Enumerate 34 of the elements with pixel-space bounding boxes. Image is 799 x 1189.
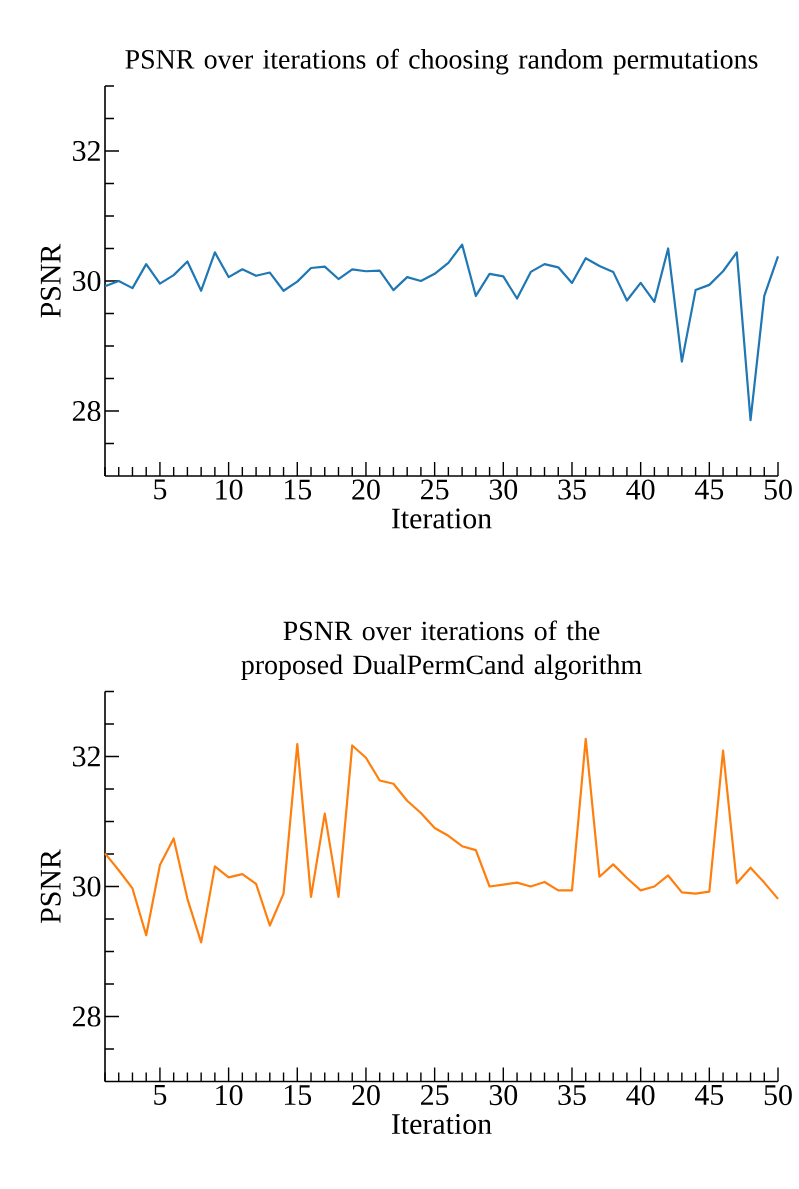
chart-title: PSNR over iterations of the proposed DualPermCand algorithm xyxy=(241,620,642,680)
x-tick-label: 45 xyxy=(694,1085,724,1105)
x-tick-label: 35 xyxy=(558,1085,586,1106)
x-tick-label: 5 xyxy=(154,1085,167,1105)
x-tick-label: 50 xyxy=(764,479,792,500)
x-tick-label: 30 xyxy=(489,1085,518,1106)
y-tick-label: 28 xyxy=(72,1006,101,1027)
x-tick-label: 15 xyxy=(284,479,312,500)
x-tick-label: 35 xyxy=(558,479,586,500)
x-tick-label: 40 xyxy=(626,1085,655,1106)
x-axis-title: Iteration xyxy=(391,508,492,529)
y-tick-label: 32 xyxy=(73,140,100,162)
x-tick-label: 5 xyxy=(154,479,167,500)
x-tick-label: 40 xyxy=(626,479,655,500)
x-tick-label: 15 xyxy=(284,1085,312,1106)
x-axis-title: Iteration xyxy=(391,1114,492,1135)
x-tick-label: 10 xyxy=(216,1085,243,1106)
y-axis-title: PSNR xyxy=(40,849,61,924)
x-tick-label: 50 xyxy=(764,1085,792,1106)
y-tick-label: 30 xyxy=(73,270,101,292)
y-tick-label: 32 xyxy=(73,746,100,767)
x-tick-label: 10 xyxy=(216,479,243,500)
x-tick-label: 20 xyxy=(352,1085,380,1106)
x-tick-label: 25 xyxy=(421,479,449,500)
y-axis-title: PSNR xyxy=(40,243,61,318)
x-tick-label: 20 xyxy=(352,479,380,500)
y-tick-label: 28 xyxy=(72,400,101,422)
x-tick-label: 25 xyxy=(421,1085,449,1106)
line-series xyxy=(103,243,780,422)
x-tick-label: 30 xyxy=(489,479,518,500)
y-tick-label: 30 xyxy=(73,876,101,897)
x-tick-label: 45 xyxy=(694,479,724,500)
chart-title: PSNR over iterations of choosing random permutations xyxy=(125,48,758,75)
line-series xyxy=(103,737,780,944)
